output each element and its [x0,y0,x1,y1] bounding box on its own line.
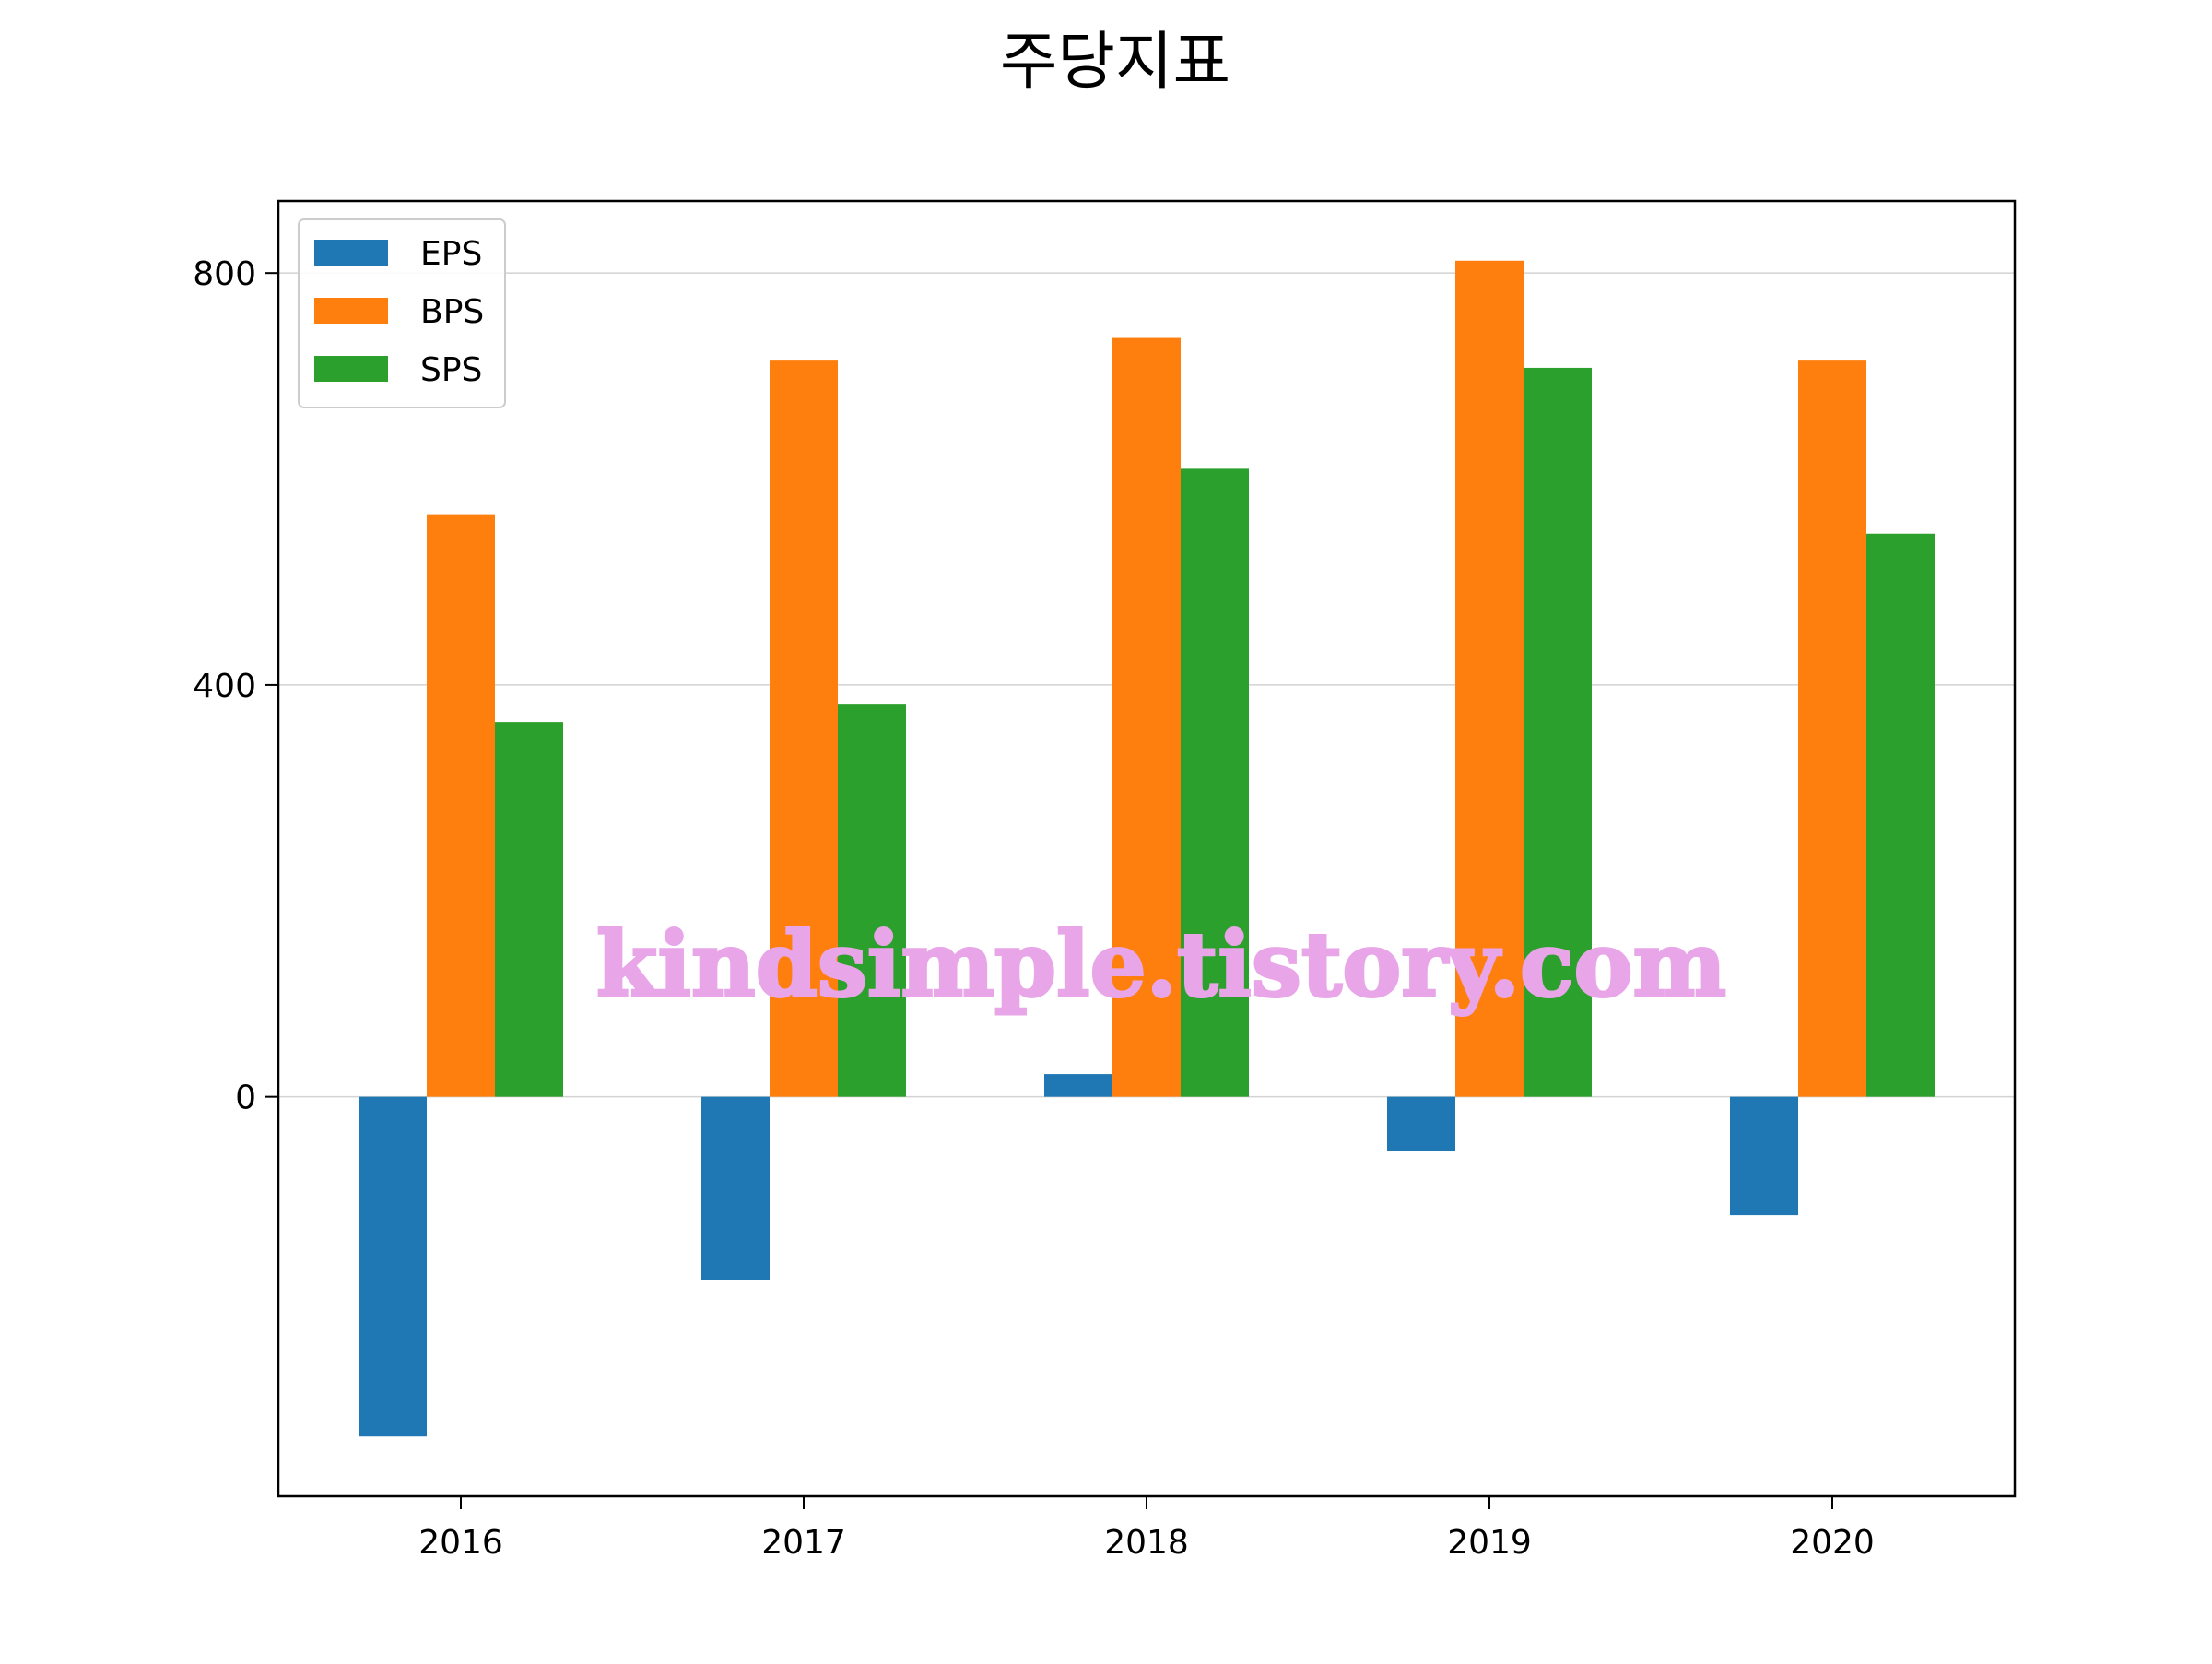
x-tick-label: 2018 [1104,1524,1189,1562]
legend-swatch-sps [314,356,388,382]
y-tick-label: 0 [235,1080,256,1117]
legend-label-eps: EPS [420,235,482,273]
x-tick-label: 2020 [1790,1524,1875,1562]
bars [359,260,1935,1437]
bar-sps-2017 [838,704,906,1097]
legend-label-bps: BPS [420,293,484,331]
bar-bps-2019 [1455,260,1524,1097]
legend-swatch-eps [314,240,388,266]
bar-bps-2017 [770,360,838,1097]
bar-sps-2018 [1181,468,1249,1097]
y-axis: 0 400 800 [193,255,278,1117]
bar-eps-2016 [359,1096,427,1437]
bar-sps-2016 [495,722,563,1097]
y-tick-label: 800 [193,255,256,293]
bar-eps-2019 [1387,1096,1455,1151]
bar-bps-2020 [1798,360,1866,1097]
bar-eps-2020 [1730,1096,1798,1216]
watermark-text: kindsimple.tistory.com [596,913,1726,1017]
bar-sps-2019 [1524,367,1592,1097]
x-tick-label: 2016 [418,1524,503,1562]
bar-bps-2016 [427,514,495,1097]
x-tick-label: 2017 [761,1524,846,1562]
legend-swatch-bps [314,298,388,324]
legend: EPS BPS SPS [298,218,506,408]
x-tick-label: 2019 [1447,1524,1532,1562]
x-axis: 2016 2017 2018 2019 2020 [418,1496,1875,1562]
bar-eps-2018 [1044,1074,1112,1097]
y-tick-label: 400 [193,667,256,705]
chart-title: 주당지표 [1000,26,1230,99]
bar-bps-2018 [1112,337,1181,1097]
legend-label-sps: SPS [420,351,482,389]
bar-sps-2020 [1866,533,1935,1097]
bar-eps-2017 [701,1096,770,1280]
